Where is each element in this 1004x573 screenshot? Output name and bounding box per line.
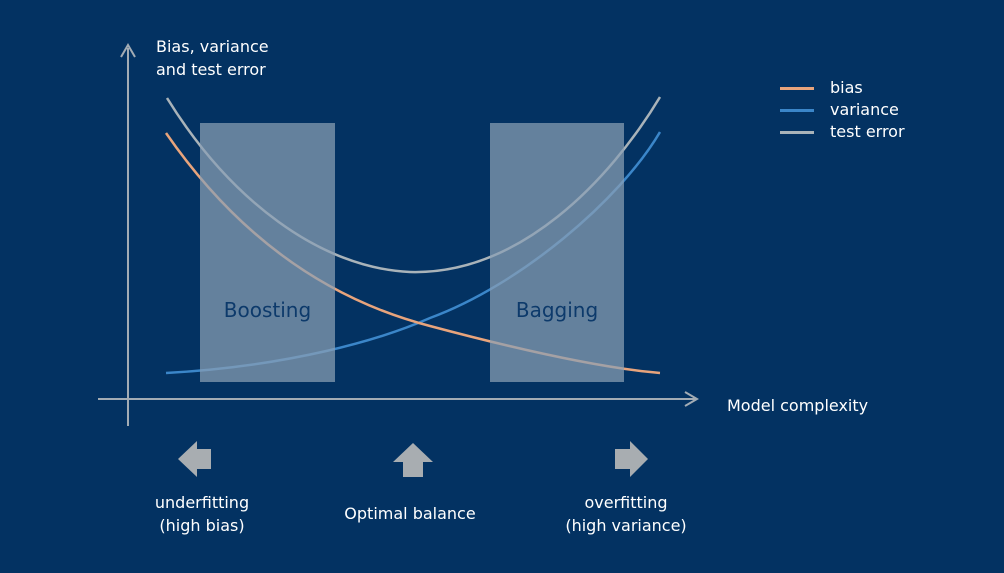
overfitting-caption: overfitting (high variance)	[546, 491, 706, 537]
legend-label-test-error: test error	[830, 122, 905, 141]
boosting-label: Boosting	[223, 298, 312, 322]
overfitting-line2: (high variance)	[565, 516, 687, 535]
arrow-up-icon	[393, 443, 433, 477]
boosting-band	[200, 123, 335, 382]
y-axis-label-line1: Bias, variance	[156, 37, 269, 56]
underfitting-line2: (high bias)	[159, 516, 245, 535]
legend-label-variance: variance	[830, 100, 899, 119]
arrow-left-icon	[178, 441, 211, 477]
underfitting-caption: underfitting (high bias)	[122, 491, 282, 537]
legend-swatch-test-error	[780, 131, 814, 134]
underfitting-line1: underfitting	[154, 493, 250, 512]
overfitting-line1: overfitting	[584, 493, 668, 512]
x-axis	[98, 391, 699, 407]
optimal-balance-caption: Optimal balance	[344, 504, 476, 523]
y-axis	[120, 43, 136, 426]
x-axis-label: Model complexity	[727, 396, 869, 415]
legend-label-bias: bias	[830, 78, 863, 97]
legend-swatch-variance	[780, 109, 814, 112]
bagging-label: Bagging	[515, 298, 599, 322]
arrow-right-icon	[615, 441, 648, 477]
bagging-band	[490, 123, 624, 382]
legend-swatch-bias	[780, 87, 814, 90]
y-axis-label-line2: and test error	[156, 60, 266, 79]
